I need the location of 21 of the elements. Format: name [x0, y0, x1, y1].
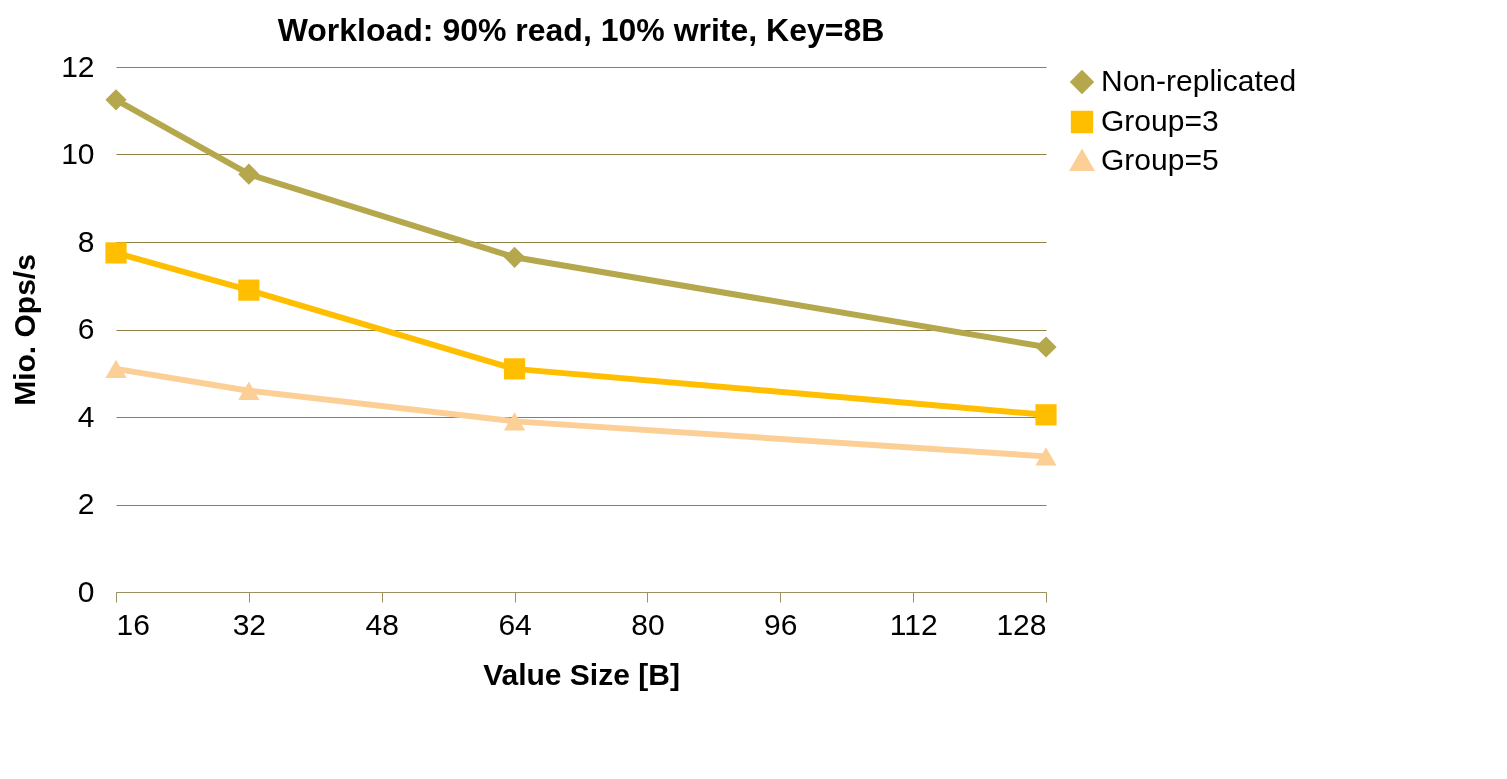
x-tick-label: 112 — [889, 607, 938, 641]
x-tick-label: 96 — [764, 607, 798, 641]
legend-label: Non-replicated — [1101, 64, 1297, 97]
y-tick-label: 6 — [77, 312, 95, 345]
chart-title: Workload: 90% read, 10% write, Key=8B — [277, 12, 885, 48]
y-tick-label: 10 — [61, 137, 95, 170]
x-tick-label: 32 — [232, 607, 267, 641]
y-tick-label: 2 — [77, 487, 95, 520]
y-tick-label: 4 — [77, 399, 95, 433]
y-tick-label: 0 — [77, 574, 95, 608]
y-tick-label: 12 — [61, 49, 95, 83]
x-tick-label: 64 — [498, 607, 532, 641]
x-axis-title: Value Size [B] — [483, 657, 680, 691]
y-tick-label: 8 — [77, 224, 95, 258]
x-tick-label: 48 — [365, 607, 399, 641]
x-tick-label: 16 — [116, 607, 150, 641]
x-tick-label: 128 — [996, 607, 1047, 641]
legend-label: Group=3 — [1101, 104, 1219, 137]
legend-label: Group=5 — [1101, 143, 1219, 176]
x-tick-label: 80 — [631, 607, 665, 641]
y-axis-title: Mio. Ops/s — [8, 254, 42, 406]
